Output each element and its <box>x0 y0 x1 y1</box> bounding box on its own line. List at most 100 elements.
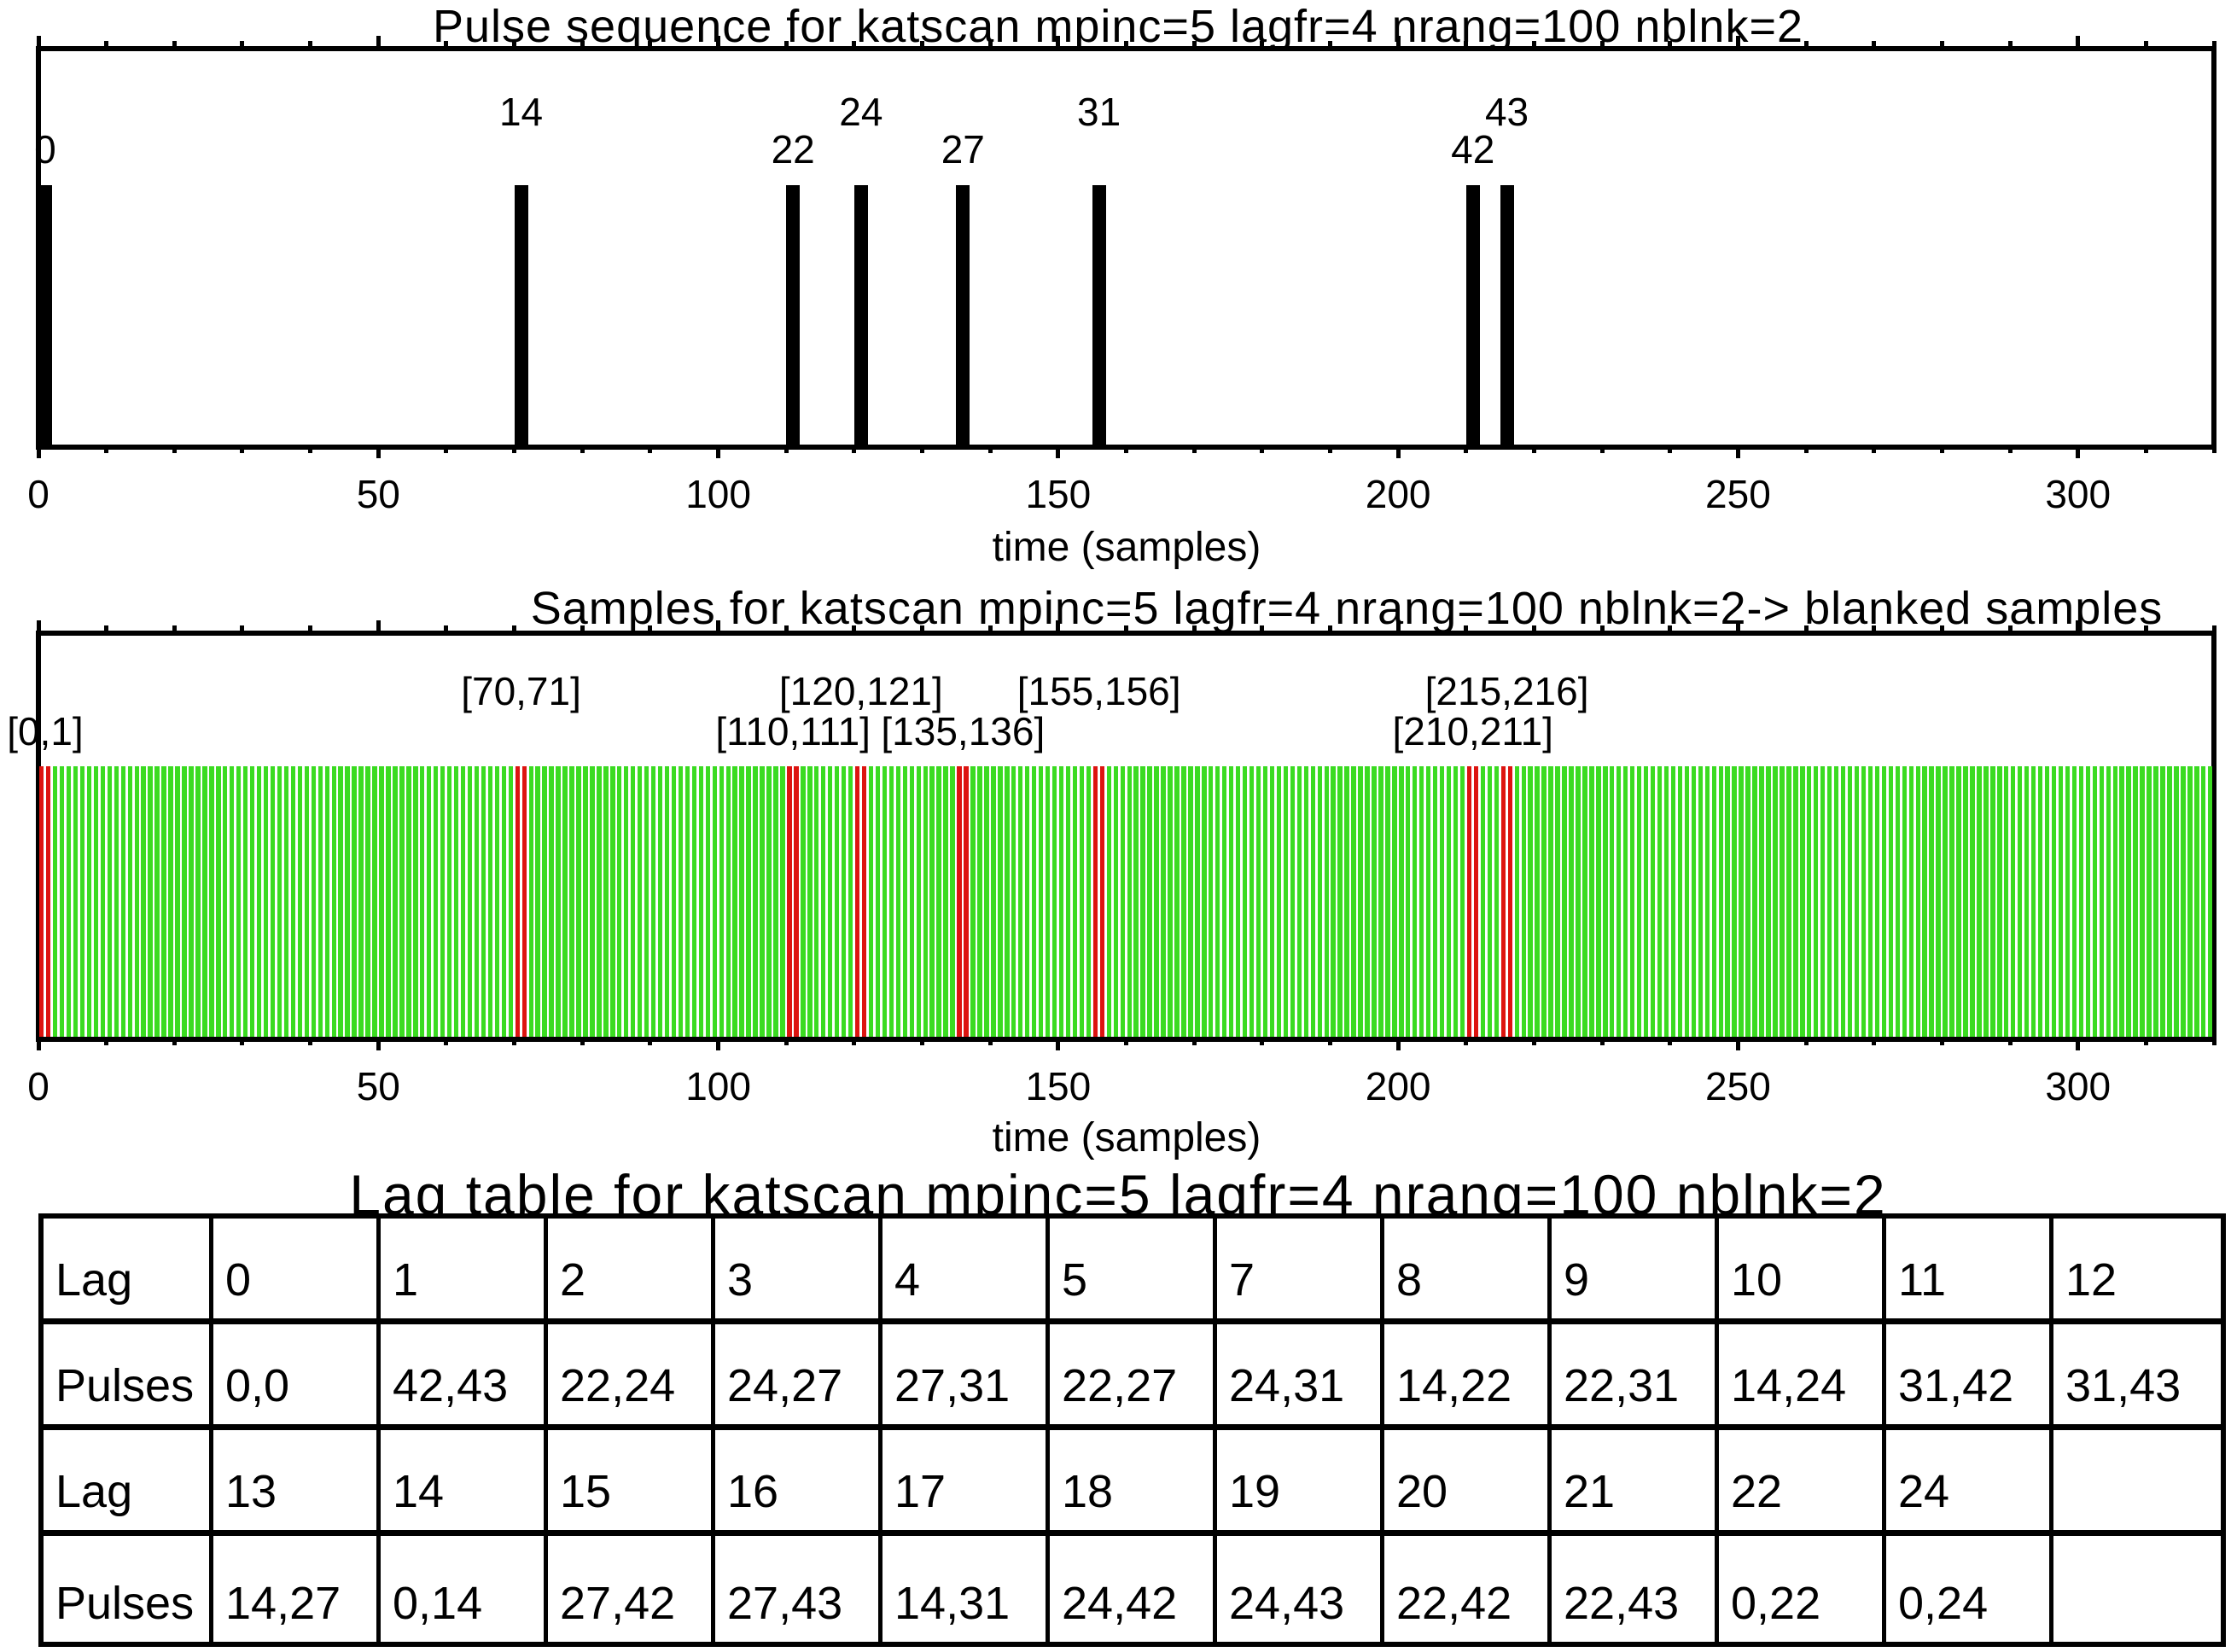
x-minor-tick <box>1939 446 1944 453</box>
x-minor-tick <box>1191 625 1197 632</box>
sample-bar <box>1528 766 1533 1037</box>
lag-table-cell: 42,43 <box>381 1324 548 1430</box>
x-major-tick <box>1056 446 1061 458</box>
sample-bar <box>1684 766 1690 1037</box>
sample-bar <box>1725 766 1730 1037</box>
pulse-number-label: 42 <box>1451 127 1495 172</box>
sample-bar <box>508 766 514 1037</box>
x-minor-tick <box>1599 1038 1605 1045</box>
lag-table-row-header: Pulses <box>44 1324 213 1430</box>
lag-table-cell: 0 <box>213 1219 381 1324</box>
sample-bar <box>1814 766 1819 1037</box>
x-major-tick <box>2076 446 2081 458</box>
sample-bar <box>1161 766 1166 1037</box>
sample-bar <box>1487 766 1493 1037</box>
sample-bar <box>1929 766 1934 1037</box>
lag-table-cell: 3 <box>715 1219 882 1324</box>
x-minor-tick <box>1124 1038 1128 1045</box>
sample-bar <box>610 766 615 1037</box>
sample-bar <box>936 766 941 1037</box>
sample-bar <box>324 766 329 1037</box>
blanked-sample-bar <box>964 766 969 1037</box>
sample-bar <box>501 766 507 1037</box>
x-minor-tick <box>172 446 177 453</box>
sample-bar <box>249 766 255 1037</box>
x-minor-tick <box>1599 446 1605 453</box>
sample-bar <box>1800 766 1805 1037</box>
sample-bar <box>345 766 350 1037</box>
x-minor-tick <box>920 446 925 453</box>
sample-bar <box>1833 766 1839 1037</box>
pulse-plot-box <box>36 46 2216 450</box>
lag-table-cell: 0,24 <box>1886 1536 2053 1642</box>
sample-bar <box>1908 766 1914 1037</box>
x-minor-tick <box>1939 1038 1944 1045</box>
sample-bar <box>1711 766 1716 1037</box>
sample-bar <box>440 766 446 1037</box>
pulse-number-label: 31 <box>1077 90 1121 134</box>
sample-bar <box>1113 766 1118 1037</box>
sample-bar <box>481 766 486 1037</box>
sample-bar <box>1643 766 1649 1037</box>
sample-bar <box>1005 766 1010 1037</box>
sample-bar <box>114 766 119 1037</box>
sample-bar <box>230 766 235 1037</box>
sample-bar <box>657 766 663 1037</box>
sample-bar <box>1888 766 1894 1037</box>
blanked-sample-bar <box>1099 766 1105 1037</box>
lag-table-cell: 24,31 <box>1217 1324 1384 1430</box>
lag-table-cell: 5 <box>1050 1219 1217 1324</box>
x-major-tick <box>36 620 41 632</box>
sample-bar <box>2187 766 2193 1037</box>
sample-bar <box>2140 766 2145 1037</box>
blanked-sample-bar <box>521 766 527 1037</box>
lag-table-cell: 14,22 <box>1384 1324 1552 1430</box>
sample-bar <box>1739 766 1744 1037</box>
sample-bar <box>801 766 806 1037</box>
sample-bar <box>1494 766 1500 1037</box>
sample-bar <box>304 766 310 1037</box>
sample-bar <box>1902 766 1907 1037</box>
x-minor-tick <box>1803 1038 1809 1045</box>
lag-table-cell: 0,14 <box>381 1536 548 1642</box>
lag-table-cell: 24 <box>1886 1430 2053 1536</box>
sample-bar <box>1209 766 1214 1037</box>
sample-bar <box>1425 766 1431 1037</box>
sample-bar <box>875 766 881 1037</box>
x-major-tick <box>1735 1038 1740 1050</box>
lag-table-cell: 24,43 <box>1217 1536 1384 1642</box>
sample-bar <box>1432 766 1438 1037</box>
sample-bar <box>1222 766 1227 1037</box>
x-minor-tick <box>1872 1038 1877 1045</box>
samples-x-axis-label: time (samples) <box>992 1115 1261 1160</box>
sample-bar <box>725 766 731 1037</box>
sample-bar <box>331 766 336 1037</box>
sample-bar <box>1051 766 1057 1037</box>
sample-bar <box>1629 766 1635 1037</box>
lag-table-cell: 22,27 <box>1050 1324 1217 1430</box>
pulse-bar <box>1500 185 1514 445</box>
sample-bar <box>1127 766 1132 1037</box>
sample-bar <box>2071 766 2077 1037</box>
sample-bar <box>868 766 874 1037</box>
sample-bar <box>977 766 982 1037</box>
x-minor-tick <box>648 625 653 632</box>
sample-bar <box>1228 766 1234 1037</box>
x-minor-tick <box>1327 1038 1332 1045</box>
sample-bar <box>1983 766 1989 1037</box>
sample-bar <box>1548 766 1553 1037</box>
sample-bar <box>120 766 125 1037</box>
x-minor-tick <box>172 625 177 632</box>
x-tick-label: 150 <box>1025 472 1092 516</box>
sample-bar <box>474 766 480 1037</box>
sample-bar <box>311 766 317 1037</box>
x-major-tick <box>36 36 41 48</box>
sample-bar <box>848 766 853 1037</box>
x-minor-tick <box>580 1038 585 1045</box>
sample-bar <box>1358 766 1363 1037</box>
blanked-sample-bar <box>854 766 860 1037</box>
x-tick-label: 250 <box>1705 472 1771 516</box>
pulse-bar <box>1092 185 1106 445</box>
sample-bar <box>684 766 690 1037</box>
sample-bar <box>1963 766 1968 1037</box>
